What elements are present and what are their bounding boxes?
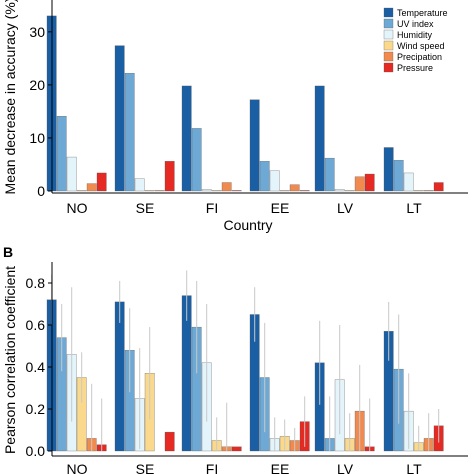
- legend-swatch-precipation: [383, 51, 394, 62]
- legend-label-precipation: Precipation: [397, 52, 442, 62]
- panel-b-x-ticks: NO SE FI EE LV LT: [67, 461, 423, 474]
- bar-wind-speed-no: [76, 190, 87, 192]
- bar-humidity-no: [66, 156, 77, 192]
- bar-precipation-lt: [423, 190, 434, 192]
- x-tick-label-lv: LV: [337, 200, 354, 216]
- bar-wind-speed-lv: [344, 190, 355, 192]
- bar-temperature-se: [114, 301, 125, 452]
- bar-precipation-se: [154, 190, 165, 192]
- panel-b-bars: [46, 270, 444, 452]
- bar-pressure-ee: [299, 190, 310, 192]
- legend-swatch-pressure: [383, 62, 394, 73]
- bar-wind-speed-se: [144, 190, 155, 192]
- legend-label-wind-speed: Wind speed: [397, 41, 445, 51]
- y-tick-label: 0.6: [26, 317, 46, 333]
- y-tick-label: 0: [37, 183, 45, 199]
- legend-label-temperature: Temperature: [397, 8, 448, 18]
- legend-label-pressure: Pressure: [397, 63, 433, 73]
- bar-temperature-se: [114, 45, 125, 192]
- x-tick-label-fi: FI: [206, 461, 218, 474]
- bar-uv-index-fi: [191, 128, 202, 192]
- panel-b-y-axis-title: Pearson correlation coefficient: [2, 266, 18, 454]
- bar-pressure-lv: [364, 173, 375, 192]
- x-tick-label-no: NO: [67, 461, 88, 474]
- x-tick-label-lv: LV: [337, 461, 354, 474]
- y-tick-label: 20: [29, 77, 45, 93]
- bar-precipation-ee: [289, 184, 300, 192]
- panel-b: B 0.0 0.2 0.4 0.6 0.8 NO SE FI EE LV LT Pearson c…: [2, 244, 468, 474]
- bar-precipation-no: [86, 183, 97, 192]
- x-tick-label-ee: EE: [271, 200, 290, 216]
- y-tick-label: 0.2: [26, 401, 46, 417]
- bar-pressure-se: [164, 431, 175, 452]
- legend-swatch-humidity: [383, 29, 394, 40]
- legend-swatch-uv-index: [383, 18, 394, 29]
- bar-wind-speed-ee: [279, 190, 290, 192]
- x-tick-label-lt: LT: [406, 461, 422, 474]
- bar-uv-index-no: [56, 116, 67, 192]
- bar-humidity-lt: [403, 172, 414, 192]
- bar-humidity-se: [134, 178, 145, 192]
- bar-pressure-se: [164, 161, 175, 192]
- panel-a-bars: [46, 15, 444, 192]
- bar-temperature-ee: [249, 99, 260, 192]
- bar-uv-index-ee: [259, 161, 270, 192]
- panel-a-x-axis-title: Country: [223, 217, 272, 233]
- bar-pressure-no: [96, 172, 107, 192]
- y-tick-label: 0.0: [26, 443, 46, 459]
- bar-temperature-lt: [383, 147, 394, 192]
- bar-temperature-lv: [314, 85, 325, 192]
- bar-pressure-fi: [231, 446, 242, 452]
- y-tick-label: 10: [29, 130, 45, 146]
- panel-a-x-ticks: NO SE FI EE LV LT: [67, 200, 423, 216]
- panel-b-letter: B: [3, 244, 13, 260]
- legend-label-uv-index: UV index: [397, 19, 434, 29]
- y-tick-label: 0.8: [26, 275, 46, 291]
- bar-uv-index-lv: [324, 157, 335, 192]
- bar-wind-speed-lt: [413, 190, 424, 192]
- bar-pressure-fi: [231, 190, 242, 192]
- y-tick-label: 30: [29, 24, 45, 40]
- x-tick-label-no: NO: [67, 200, 88, 216]
- bar-humidity-lv: [334, 189, 345, 192]
- bar-precipation-lv: [354, 176, 365, 192]
- x-tick-label-se: SE: [136, 200, 155, 216]
- bar-uv-index-lt: [393, 160, 404, 192]
- legend-label-humidity: Humidity: [397, 30, 433, 40]
- bar-uv-index-se: [124, 73, 135, 192]
- legend-swatch-temperature: [383, 7, 394, 18]
- bar-humidity-fi: [201, 189, 212, 192]
- y-tick-label: 0.4: [26, 359, 46, 375]
- bar-humidity-ee: [269, 170, 280, 192]
- bar-wind-speed-fi: [211, 190, 222, 192]
- x-tick-label-lt: LT: [406, 200, 422, 216]
- bar-precipation-fi: [221, 182, 232, 192]
- panel-b-y-ticks: 0.0 0.2 0.4 0.6 0.8: [26, 275, 52, 459]
- legend-swatch-wind-speed: [383, 40, 394, 51]
- panel-a-y-axis-title: Mean decrease in accuracy (%): [2, 0, 18, 194]
- panel-a: 0 10 20 30 NO SE FI EE LV LT Country Mean decrea…: [2, 0, 468, 233]
- bar-pressure-lt: [433, 182, 444, 192]
- x-tick-label-se: SE: [136, 461, 155, 474]
- x-tick-label-ee: EE: [271, 461, 290, 474]
- x-tick-label-fi: FI: [206, 200, 218, 216]
- panel-a-y-ticks: 0 10 20 30: [29, 24, 52, 199]
- bar-temperature-fi: [181, 85, 192, 192]
